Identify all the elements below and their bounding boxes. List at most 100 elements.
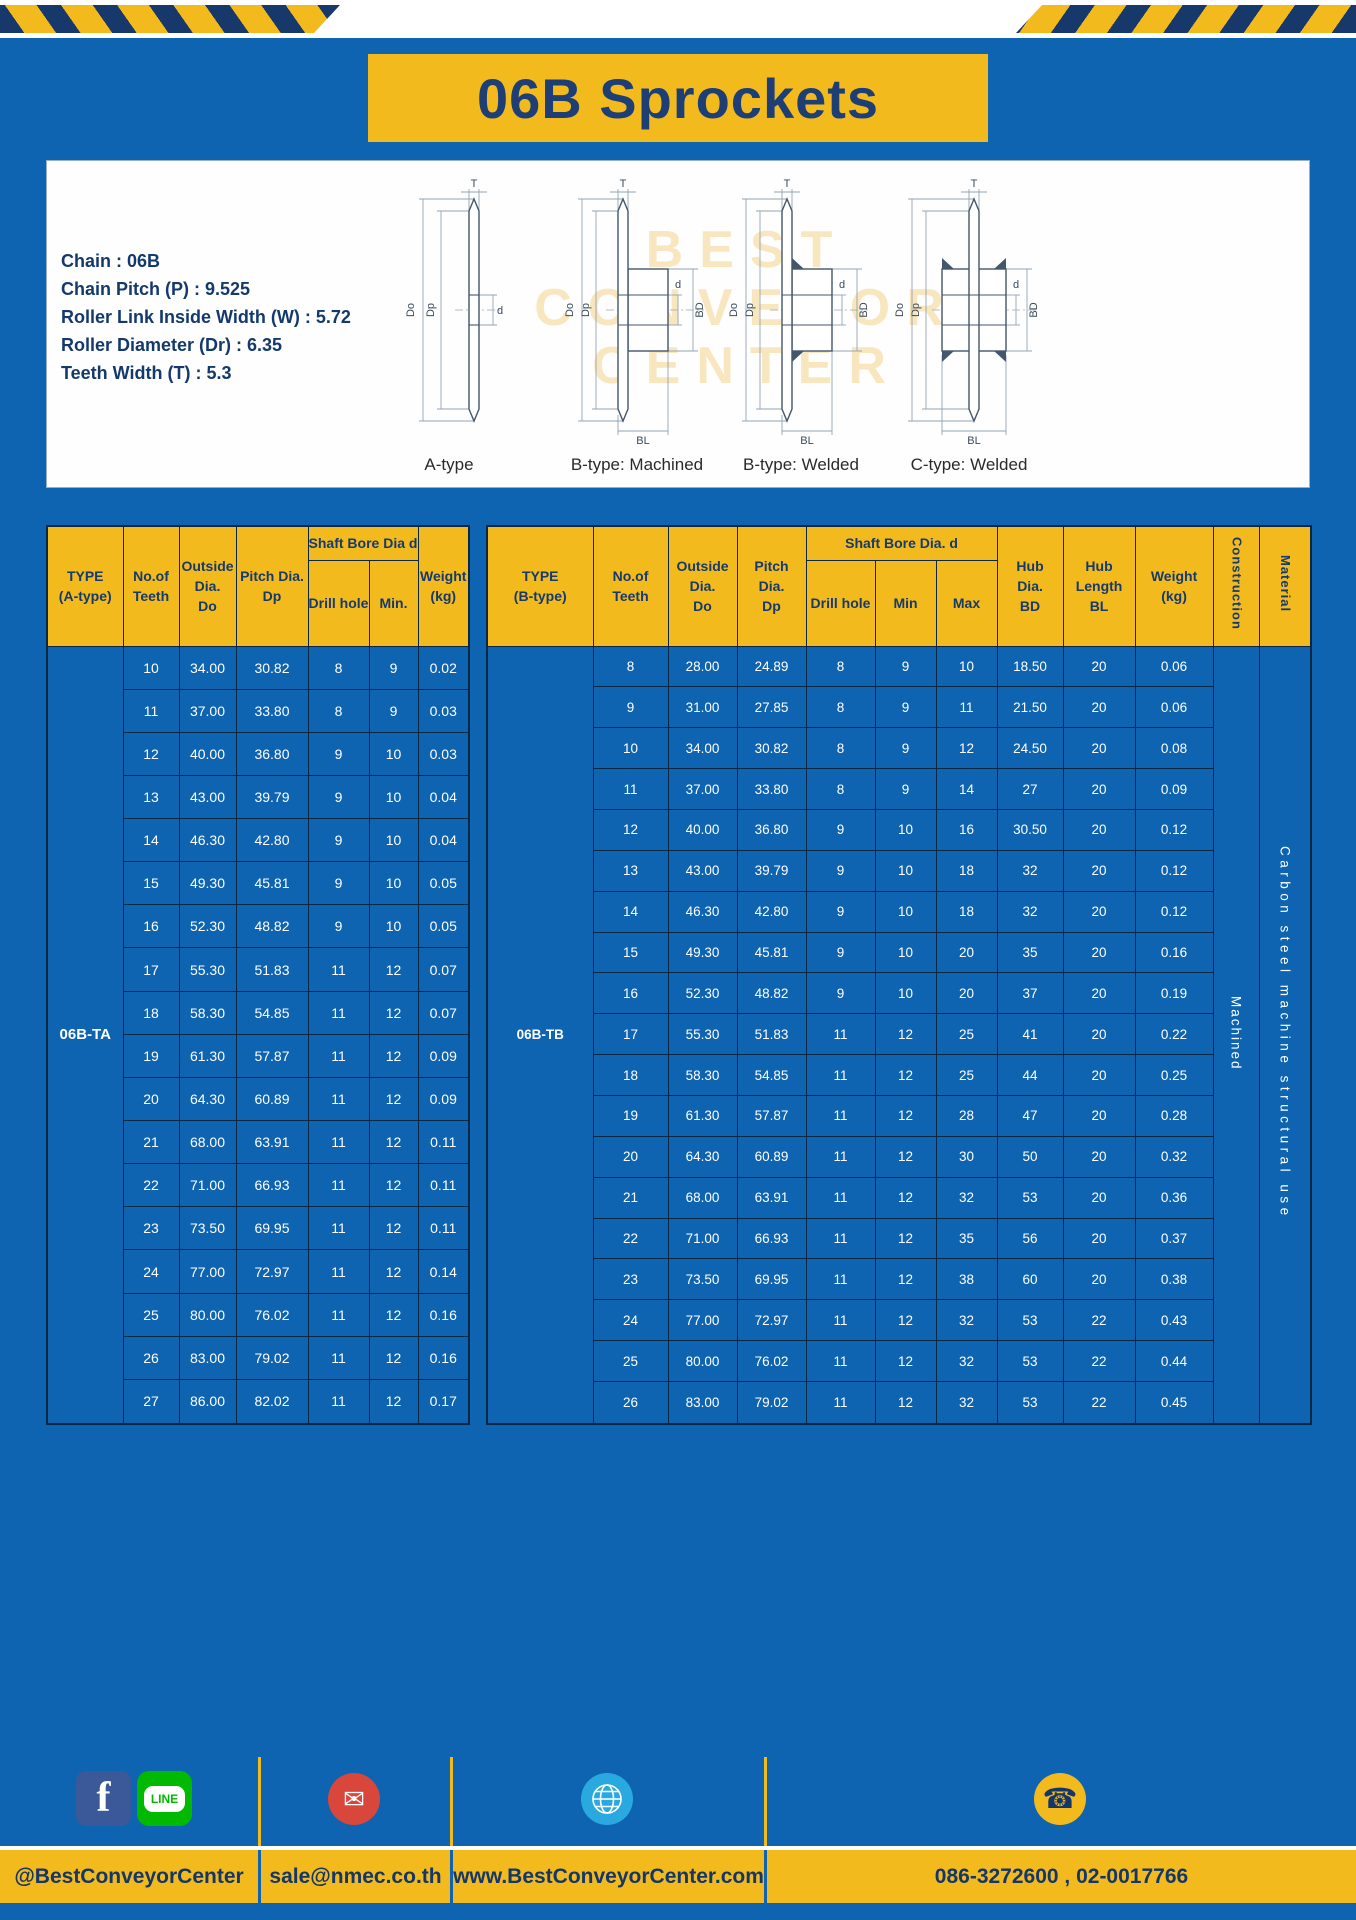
facebook-f-glyph: f — [96, 1775, 111, 1821]
data-cell: 11 — [805, 1176, 876, 1219]
data-cell: 20 — [1062, 727, 1136, 770]
drawing-c-type-welded: T Do Dp d BD BL — [894, 178, 1040, 445]
data-cell: 66.93 — [235, 1163, 309, 1208]
data-cell: 8 — [592, 645, 669, 688]
data-cell: 11 — [805, 1217, 876, 1260]
data-cell: 11 — [805, 1054, 876, 1096]
data-cell: 20 — [1062, 1135, 1136, 1178]
data-cell: 35 — [935, 1217, 998, 1260]
data-cell: 0.25 — [1134, 1054, 1214, 1096]
data-cell: 0.36 — [1134, 1176, 1214, 1219]
footer-email: sale@nmec.co.th — [258, 1850, 450, 1903]
data-cell: 19 — [592, 1094, 669, 1137]
data-cell: 10 — [368, 818, 419, 863]
data-cell: 20 — [1062, 931, 1136, 974]
data-cell: 53 — [996, 1380, 1064, 1425]
data-cell: 0.16 — [1134, 931, 1214, 974]
table-row: 27 86.00 82.02 11 12 0.17 — [47, 1378, 470, 1425]
data-cell: 30.82 — [736, 727, 807, 770]
data-cell: 21.50 — [996, 686, 1064, 729]
data-cell: 18 — [935, 890, 998, 933]
sprocket-plate — [968, 197, 980, 423]
data-cell: 60.89 — [736, 1135, 807, 1178]
dim-label-d: d — [1013, 279, 1019, 291]
data-cell: 69.95 — [235, 1206, 309, 1251]
col-header-teeth: No.of Teeth — [592, 525, 669, 647]
dim-label-dp: Dp — [744, 303, 756, 317]
data-cell: 32 — [935, 1299, 998, 1342]
data-cell: 0.12 — [1134, 808, 1214, 851]
data-cell: 9 — [805, 931, 876, 974]
email-icon: ✉ — [328, 1773, 380, 1825]
data-cell: 0.37 — [1134, 1217, 1214, 1260]
dim-label-t: T — [471, 178, 478, 190]
data-cell: 36.80 — [235, 731, 309, 776]
weld-fillet — [942, 258, 954, 269]
data-cell: 21 — [122, 1120, 180, 1165]
footer-rule — [0, 1846, 1356, 1850]
dim-label-do: Do — [728, 303, 740, 317]
data-cell: 71.00 — [667, 1217, 738, 1260]
data-cell: 20 — [1062, 808, 1136, 851]
data-cell: 72.97 — [736, 1299, 807, 1342]
data-cell: 17 — [122, 947, 180, 992]
data-cell: 0.12 — [1134, 890, 1214, 933]
data-cell: 40.00 — [178, 731, 237, 776]
data-cell: 22 — [592, 1217, 669, 1260]
dim-label-t: T — [971, 178, 978, 190]
col-header-drill-hole: Drill hole — [805, 559, 876, 647]
table-row: 19 61.30 57.87 11 12 0.09 — [47, 1033, 470, 1078]
data-cell: 12 — [368, 1033, 419, 1078]
data-cell: 0.45 — [1134, 1380, 1214, 1425]
data-cell: 10 — [368, 904, 419, 949]
sprocket-plate — [781, 197, 793, 423]
data-cell: 22 — [1062, 1340, 1136, 1382]
data-cell: 61.30 — [667, 1094, 738, 1137]
data-cell: 73.50 — [667, 1258, 738, 1301]
data-cell: 27 — [996, 768, 1064, 810]
data-cell: 0.09 — [417, 1033, 470, 1078]
data-cell: 14 — [122, 818, 180, 863]
data-cell: 11 — [307, 1335, 370, 1380]
data-cell: 79.02 — [235, 1335, 309, 1380]
data-cell: 25 — [592, 1340, 669, 1382]
col-header-type: TYPE (A-type) — [46, 525, 124, 647]
data-cell: 11 — [307, 990, 370, 1035]
data-cell: 20 — [1062, 1013, 1136, 1056]
data-cell: 63.91 — [235, 1120, 309, 1165]
data-cell: 21 — [592, 1176, 669, 1219]
line-icon: LINE — [137, 1771, 192, 1826]
data-cell: 23 — [592, 1258, 669, 1301]
data-cell: 32 — [935, 1176, 998, 1219]
drawing-b-type-machined: T Do Dp d BD BL — [564, 178, 706, 445]
data-cell: 12 — [122, 731, 180, 776]
data-cell: 28 — [935, 1094, 998, 1137]
data-cell: 12 — [368, 1120, 419, 1165]
data-cell: 22 — [122, 1163, 180, 1208]
data-cell: 0.06 — [1134, 686, 1214, 729]
col-header-teeth: No.of Teeth — [122, 525, 180, 647]
data-cell: 80.00 — [667, 1340, 738, 1382]
data-cell: 43.00 — [178, 774, 237, 820]
data-cell: 20 — [1062, 849, 1136, 892]
data-cell: 0.05 — [417, 861, 470, 906]
material-value-cell-text: Carbon steel machine structural use — [1277, 846, 1293, 1221]
data-cell: 41 — [996, 1013, 1064, 1056]
data-cell: 0.32 — [1134, 1135, 1214, 1178]
data-cell: 0.07 — [417, 947, 470, 992]
data-cell: 11 — [805, 1299, 876, 1342]
spec-line: Roller Link Inside Width (W) : 5.72 — [61, 307, 351, 327]
caption-a-type: A-type — [424, 455, 474, 474]
data-cell: 66.93 — [736, 1217, 807, 1260]
data-cell: 13 — [592, 849, 669, 892]
table-row: 21 68.00 63.91 11 12 0.11 — [47, 1120, 470, 1165]
data-cell: 9 — [805, 972, 876, 1015]
table-row: 23 73.50 69.95 11 12 38 60 20 0.38 — [487, 1258, 1311, 1301]
data-cell: 40.00 — [667, 808, 738, 851]
data-cell: 61.30 — [178, 1033, 237, 1078]
data-cell: 12 — [368, 1292, 419, 1337]
col-header-weight: Weight (kg) — [1134, 525, 1214, 647]
data-cell: 8 — [805, 645, 876, 688]
dim-label-do: Do — [564, 303, 576, 317]
data-cell: 11 — [307, 1163, 370, 1208]
